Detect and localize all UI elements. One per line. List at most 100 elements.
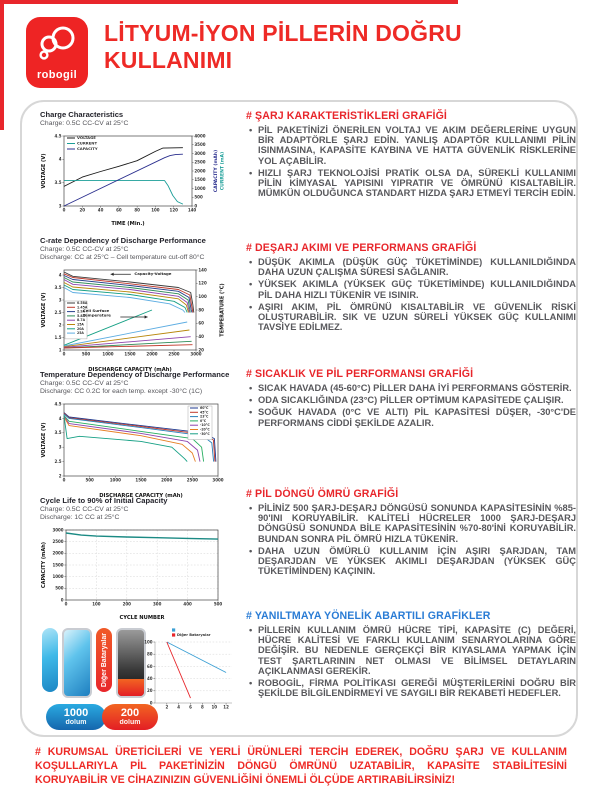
section-bullets: SICAK HAVADA (45-60°C) PİLLER DAHA İYİ P…	[246, 383, 576, 428]
svg-text:Capacity-Voltage: Capacity-Voltage	[134, 271, 171, 276]
svg-text:VOLTAGE: VOLTAGE	[77, 135, 96, 140]
svg-text:2500: 2500	[187, 478, 198, 483]
chart-block-charge: Charge Characteristics Charge: 0.5C CC-CV…	[40, 110, 240, 227]
svg-text:120: 120	[170, 208, 179, 213]
svg-text:23°C: 23°C	[200, 415, 209, 419]
svg-text:15A: 15A	[77, 323, 84, 327]
chart-mini: 2 4 6 8 10 12 0 20 40 60 80 100 Diğer Bataryalar	[144, 628, 232, 710]
svg-text:3.5: 3.5	[55, 430, 62, 435]
svg-text:DISCHARGE CAPACITY (mAh): DISCHARGE CAPACITY (mAh)	[99, 493, 183, 498]
svg-text:1500: 1500	[135, 478, 146, 483]
svg-text:140: 140	[188, 208, 197, 213]
svg-text:4: 4	[59, 272, 62, 277]
svg-text:80: 80	[198, 307, 204, 312]
svg-text:60: 60	[198, 321, 204, 326]
svg-text:CAPACITY: CAPACITY	[77, 146, 98, 151]
page-accent-left	[0, 0, 4, 130]
svg-text:TEMPERATURE (°C): TEMPERATURE (°C)	[220, 283, 226, 336]
cycles-badge-1000: 1000 dolum	[46, 704, 106, 730]
svg-text:3: 3	[59, 297, 62, 302]
svg-text:2500: 2500	[194, 160, 205, 165]
svg-text:3000: 3000	[212, 478, 223, 483]
svg-text:2000: 2000	[52, 551, 63, 556]
battery-low-fill	[118, 679, 144, 696]
badge-unit: dolum	[65, 719, 87, 726]
svg-text:1.5: 1.5	[55, 335, 62, 340]
svg-text:200: 200	[123, 602, 132, 607]
svg-text:2.5: 2.5	[55, 459, 62, 464]
svg-text:0: 0	[63, 352, 66, 357]
badge-unit: dolum	[119, 719, 141, 726]
svg-text:8: 8	[201, 705, 204, 710]
svg-text:140: 140	[198, 267, 207, 272]
svg-text:4: 4	[59, 157, 62, 162]
svg-text:10: 10	[211, 705, 217, 710]
other-batteries-ribbon: Diğer Bataryalar	[96, 628, 112, 692]
svg-text:CYCLE NUMBER: CYCLE NUMBER	[119, 615, 164, 620]
section-bullets: PİL PAKETİNİZİ ÖNERİLEN VOLTAJ VE AKIM D…	[246, 125, 576, 199]
section-3: # SICAKLIK VE PİL PERFORMANSI GRAFİĞİ SIC…	[246, 368, 576, 430]
svg-text:3500: 3500	[194, 142, 205, 147]
chart-block-temp: Temperature Dependency of Discharge Perf…	[40, 370, 240, 499]
svg-text:0: 0	[63, 208, 66, 213]
svg-text:20: 20	[79, 208, 85, 213]
chart-crate: 0 500 1000 1500 2000 2500 3000 1 1.5 2 2.5 3 3.5 4 20 4…	[40, 264, 226, 373]
svg-text:100: 100	[198, 294, 207, 299]
svg-text:-30°C: -30°C	[200, 432, 210, 436]
chart-block-crate: C-rate Dependency of Discharge Performan…	[40, 236, 240, 373]
svg-text:5.8A: 5.8A	[77, 314, 86, 318]
svg-text:80: 80	[134, 208, 140, 213]
svg-text:CAPACITY (mAh): CAPACITY (mAh)	[41, 542, 47, 588]
svg-text:1000: 1000	[194, 186, 205, 191]
chart-subtitle: Charge: 0.5C CC-CV at 25°C	[40, 246, 129, 253]
section-4: # PİL DÖNGÜ ÖMRÜ GRAFİĞİ PİLİNİZ 500 ŞARJ…	[246, 488, 576, 579]
chart-charge: 0 20 40 60 80 100 120 140 3 3.5 4 4.5 0 500 1000 1500 20…	[40, 130, 226, 227]
svg-text:20: 20	[147, 688, 153, 693]
bullet-item: PİLİNİZ 500 ŞARJ-DEŞARJ DÖNGÜSÜ SONUNDA …	[249, 503, 576, 544]
robogil-logo: robogil	[26, 17, 88, 88]
svg-text:-10°C: -10°C	[200, 423, 210, 427]
svg-text:300: 300	[153, 602, 162, 607]
section-heading: # DEŞARJ AKIMI VE PERFORMANS GRAFİĞİ	[246, 242, 477, 254]
svg-text:0°C: 0°C	[200, 419, 207, 423]
bullet-item: ODA SICAKLIĞINDA (23°C) PİLLER OPTİMUM K…	[249, 395, 576, 405]
bullet-item: ROBOGİL, FİRMA POLİTİKASI GEREĞİ MÜŞTERİ…	[249, 678, 576, 698]
comparison-mini-chart: 2 4 6 8 10 12 0 20 40 60 80 100 Diğer Bataryalar	[140, 626, 236, 721]
section-5: # YANILTMAYA YÖNELİK ABARTILI GRAFİKLER P…	[246, 610, 576, 701]
svg-text:20: 20	[198, 347, 204, 352]
svg-text:120: 120	[198, 281, 207, 286]
svg-text:500: 500	[85, 478, 94, 483]
svg-text:500: 500	[214, 602, 223, 607]
svg-text:40: 40	[198, 334, 204, 339]
svg-text:CURRENT (mA): CURRENT (mA)	[220, 152, 226, 190]
chart-subtitle: Discharge: CC at 25°C – Cell temperature…	[40, 254, 205, 262]
chart-subtitle: Charge: 0.5C CC-CV at 25°C	[40, 380, 129, 387]
section-bullets: DÜŞÜK AKIMLA (DÜŞÜK GÜÇ TÜKETİMİNDE) KUL…	[246, 257, 576, 333]
svg-text:2: 2	[59, 473, 62, 478]
svg-text:40: 40	[147, 676, 153, 681]
bullet-item: DAHA UZUN ÖMÜRLÜ KULLANIM İÇİN AŞIRI ŞAR…	[249, 546, 576, 577]
svg-text:100: 100	[92, 602, 101, 607]
svg-text:400: 400	[183, 602, 192, 607]
svg-text:2: 2	[59, 322, 62, 327]
logo-text: robogil	[36, 69, 78, 81]
svg-text:3000: 3000	[190, 352, 201, 357]
chart-subtitle: Discharge: CC 0.2C for each temp. except…	[40, 388, 203, 396]
chart-title: Charge Characteristics	[40, 110, 124, 119]
bullet-item: SOĞUK HAVADA (0°C VE ALTI) PİL KAPASİTES…	[249, 407, 576, 427]
svg-text:CAPACITY (mAh): CAPACITY (mAh)	[213, 150, 219, 192]
svg-text:0: 0	[194, 203, 197, 208]
svg-text:8.7A: 8.7A	[77, 318, 86, 322]
footer-note: # KURUMSAL ÜRETİCİLERİ VE YERLİ ÜRÜNLERİ…	[35, 746, 567, 786]
chart-subtitle: Charge: 0.5C CC-CV at 25°C	[40, 506, 129, 513]
svg-text:3000: 3000	[194, 151, 205, 156]
svg-text:40: 40	[98, 208, 104, 213]
svg-text:4.5: 4.5	[55, 401, 62, 406]
bullet-item: DÜŞÜK AKIMLA (DÜŞÜK GÜÇ TÜKETİMİNDE) KUL…	[249, 257, 576, 277]
svg-text:60°C: 60°C	[200, 406, 209, 410]
svg-text:80: 80	[147, 652, 153, 657]
bullet-item: PİLLERİN KULLANIM ÖMRÜ HÜCRE TİPİ, KAPAS…	[249, 625, 576, 676]
svg-text:2.5: 2.5	[55, 310, 62, 315]
bullet-item: HIZLI ŞARJ TEKNOLOJİSİ PRATİK OLSA DA, S…	[249, 168, 576, 199]
svg-text:1500: 1500	[52, 562, 63, 567]
